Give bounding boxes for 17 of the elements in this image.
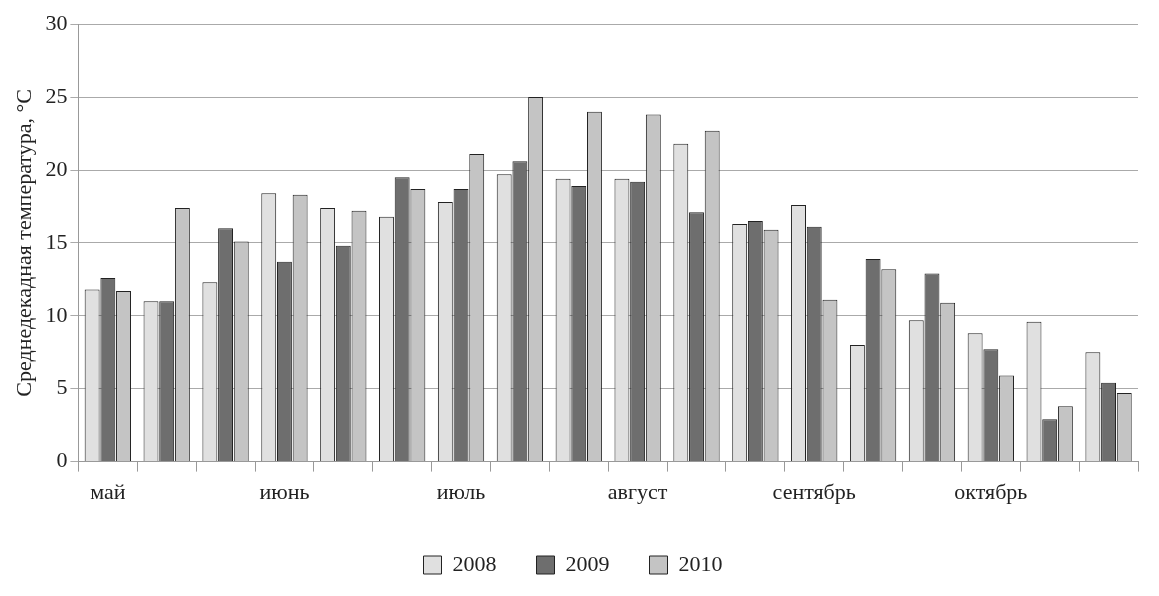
y-axis-title: Среднедекадная температура, °C	[10, 89, 36, 397]
x-tick-label: июль	[436, 478, 486, 504]
legend-label: 2008	[452, 550, 497, 576]
y-tick-label: 0	[56, 447, 68, 473]
x-tick-label: июнь	[259, 478, 310, 504]
y-tick-label: 25	[45, 82, 68, 108]
y-tick-label: 20	[45, 155, 68, 181]
x-tick-label: август	[607, 478, 668, 504]
x-tick-label: сентябрь	[772, 478, 856, 504]
legend-label: 2009	[565, 550, 610, 576]
y-tick-label: 10	[45, 301, 68, 327]
x-tick-label: октябрь	[954, 478, 1028, 504]
y-tick-label: 30	[45, 9, 68, 35]
x-tick-label: май	[90, 478, 126, 504]
y-tick-label: 5	[56, 374, 68, 400]
legend-label: 2010	[678, 550, 723, 576]
y-tick-label: 15	[45, 228, 68, 254]
